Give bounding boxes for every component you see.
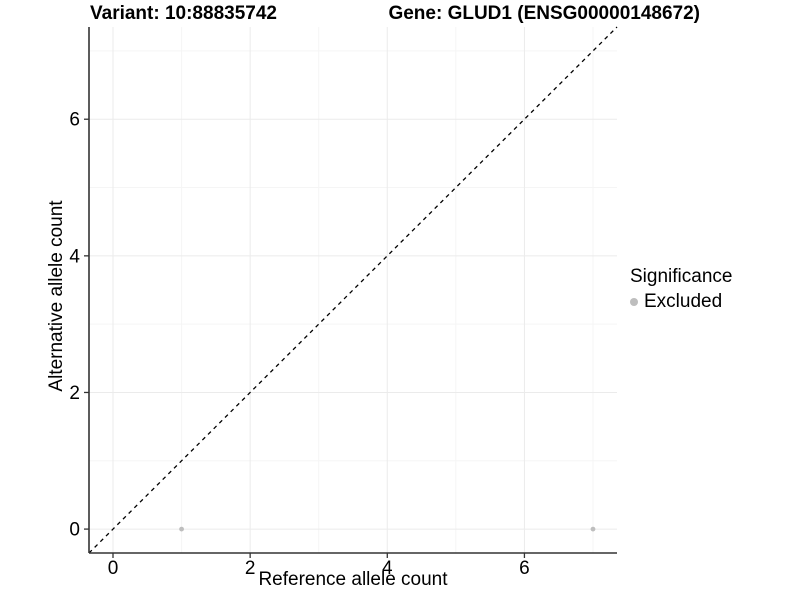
x-tick-label: 6 — [519, 558, 530, 579]
legend-item-label: Excluded — [644, 291, 723, 312]
legend-item-excluded: Excluded — [630, 291, 732, 313]
identity-line — [88, 26, 618, 554]
excluded-point-icon — [630, 298, 638, 306]
y-tick-label: 2 — [69, 383, 80, 404]
data-point — [590, 526, 596, 532]
legend: Significance Excluded — [630, 266, 732, 313]
y-axis-title: Alternative allele count — [46, 200, 67, 392]
x-tick-label: 0 — [108, 558, 119, 579]
y-tick-label: 4 — [69, 246, 80, 267]
variant-title: Variant: 10:88835742 — [90, 3, 277, 24]
x-axis-title: Reference allele count — [258, 569, 448, 590]
plot-title: Variant: 10:88835742 Gene: GLUD1 (ENSG00… — [90, 3, 700, 25]
data-point — [179, 526, 184, 532]
gene-title: Gene: GLUD1 (ENSG00000148672) — [388, 3, 700, 24]
legend-title: Significance — [630, 266, 733, 287]
y-tick-label: 6 — [69, 110, 80, 131]
x-tick-label: 2 — [245, 558, 256, 579]
y-tick-label: 0 — [69, 520, 80, 541]
x-tick-label: 4 — [382, 558, 393, 579]
